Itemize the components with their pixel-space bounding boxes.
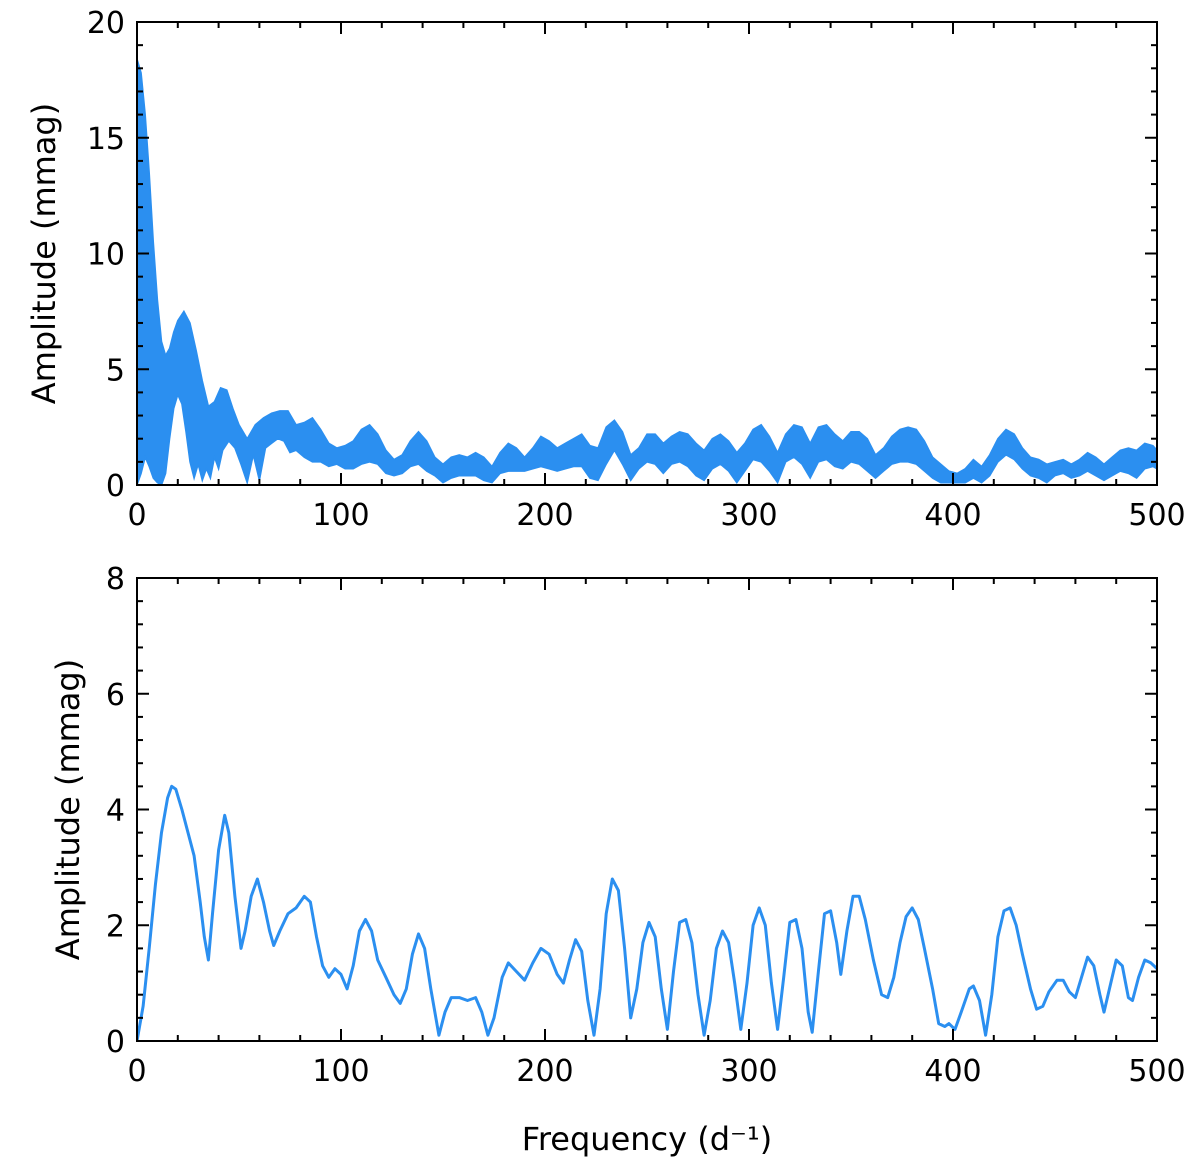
x-tick-label: 0 <box>127 1054 146 1089</box>
top-periodogram-panel: 0 100 200 300 400 500 0 5 10 15 20 Amplitude (mmag… <box>25 6 1186 533</box>
bottom-axes-frame <box>136 577 1158 1042</box>
x-tick-label: 400 <box>924 1054 981 1089</box>
bottom-plot-area <box>137 784 1157 1041</box>
y-tick-label: 5 <box>106 353 125 388</box>
x-tick-label: 300 <box>720 498 777 533</box>
x-tick-label: 100 <box>312 498 369 533</box>
bottom-axis-ticks <box>136 577 1158 1042</box>
x-tick-label: 0 <box>127 498 146 533</box>
amplitude-spectrum-band <box>137 58 1157 485</box>
y-tick-label: 20 <box>87 6 125 41</box>
residual-spectrum-line <box>137 784 1157 1041</box>
top-y-axis-label: Amplitude (mmag) <box>25 103 63 404</box>
x-tick-label: 400 <box>924 498 981 533</box>
x-tick-label: 200 <box>516 1054 573 1089</box>
bottom-residual-periodogram-panel: 0 100 200 300 400 500 0 2 4 6 8 Amplitude (mmag) F… <box>49 562 1186 1158</box>
bottom-tick-labels: 0 100 200 300 400 500 0 2 4 6 8 <box>106 562 1186 1089</box>
top-axes-frame <box>136 21 1158 486</box>
y-tick-label: 10 <box>87 238 125 273</box>
y-tick-label: 0 <box>106 469 125 504</box>
y-tick-label: 8 <box>106 562 125 597</box>
x-tick-label: 300 <box>720 1054 777 1089</box>
top-plot-area <box>137 58 1157 485</box>
x-tick-label: 500 <box>1128 1054 1185 1089</box>
top-tick-labels: 0 100 200 300 400 500 0 5 10 15 20 <box>87 6 1186 533</box>
y-tick-label: 0 <box>106 1025 125 1060</box>
x-tick-label: 200 <box>516 498 573 533</box>
x-axis-label: Frequency (d⁻¹) <box>522 1120 772 1158</box>
y-tick-label: 15 <box>87 122 125 157</box>
y-tick-label: 4 <box>106 794 125 829</box>
y-tick-label: 2 <box>106 909 125 944</box>
y-tick-label: 6 <box>106 678 125 713</box>
bottom-y-axis-label: Amplitude (mmag) <box>49 659 87 960</box>
x-tick-label: 500 <box>1128 498 1185 533</box>
x-tick-label: 100 <box>312 1054 369 1089</box>
